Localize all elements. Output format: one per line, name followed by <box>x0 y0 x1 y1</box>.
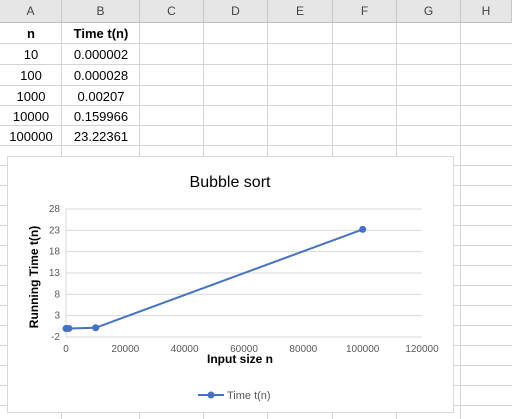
y-tick-label: 8 <box>54 289 60 300</box>
chart-title: Bubble sort <box>190 174 271 191</box>
chart-legend: Time t(n) <box>198 390 271 402</box>
grid-line-horizontal <box>0 43 512 44</box>
y-axis-ticks: 28 23 18 13 8 3 -2 <box>49 204 61 343</box>
x-tick-label: 100000 <box>346 344 380 355</box>
column-header-c[interactable]: C <box>140 0 204 23</box>
y-tick-label: 18 <box>49 247 61 258</box>
table-cell[interactable]: 100 <box>20 68 42 83</box>
table-cell[interactable]: 10000 <box>12 109 50 124</box>
x-tick-label: 0 <box>63 344 69 355</box>
data-point <box>359 225 367 233</box>
table-cell[interactable]: 0.00207 <box>77 89 125 104</box>
column-header-f[interactable]: F <box>333 0 397 23</box>
series-line <box>66 228 364 330</box>
table-header-cell[interactable]: n <box>27 26 35 41</box>
y-tick-label: 23 <box>49 225 61 236</box>
column-header-a[interactable]: A <box>0 0 62 23</box>
x-tick-label: 80000 <box>289 344 317 355</box>
x-axis-label: Input size n <box>207 352 273 366</box>
table-cell[interactable]: 10 <box>23 47 39 62</box>
y-tick-label: 3 <box>54 311 60 322</box>
x-tick-label: 120000 <box>405 344 439 355</box>
grid-line-horizontal <box>0 125 512 126</box>
table-cell[interactable]: 1000 <box>16 89 46 104</box>
x-tick-label: 40000 <box>171 344 199 355</box>
y-axis-label: Running Time t(n) <box>27 226 41 328</box>
y-tick-label: 13 <box>49 268 61 279</box>
grid-line-horizontal <box>0 145 512 146</box>
data-point <box>92 324 100 332</box>
grid-line-vertical <box>460 0 461 419</box>
column-header-e[interactable]: E <box>268 0 333 23</box>
series-time-tn <box>62 225 367 332</box>
y-tick-label: 28 <box>49 204 61 215</box>
y-tick-label: -2 <box>51 332 60 343</box>
table-cell[interactable]: 0.000002 <box>73 47 129 62</box>
table-header-cell[interactable]: Time t(n) <box>73 26 129 41</box>
grid-line-horizontal <box>0 85 512 86</box>
data-point <box>65 324 73 332</box>
table-cell[interactable]: 23.22361 <box>73 129 129 144</box>
column-header-d[interactable]: D <box>204 0 268 23</box>
legend-marker <box>207 391 215 399</box>
table-cell[interactable]: 0.159966 <box>73 109 129 124</box>
column-header-b[interactable]: B <box>62 0 140 23</box>
column-header-g[interactable]: G <box>397 0 461 23</box>
table-cell[interactable]: 0.000028 <box>73 68 129 83</box>
grid-line-horizontal <box>0 105 512 106</box>
chart-object[interactable]: Bubble sort 28 23 18 13 8 3 -2 0 20000 40000 6000… <box>7 156 454 413</box>
legend-label: Time t(n) <box>227 390 271 402</box>
column-header-h[interactable]: H <box>461 0 512 23</box>
grid-line-horizontal <box>0 64 512 65</box>
table-cell[interactable]: 100000 <box>9 129 53 144</box>
chart-gridlines <box>65 208 422 338</box>
x-axis-ticks: 0 20000 40000 60000 80000 100000 120000 <box>63 344 439 355</box>
x-tick-label: 60000 <box>230 344 258 355</box>
x-tick-label: 20000 <box>111 344 139 355</box>
line-chart-svg: Bubble sort 28 23 18 13 8 3 -2 0 20000 40000 6000… <box>27 174 439 402</box>
